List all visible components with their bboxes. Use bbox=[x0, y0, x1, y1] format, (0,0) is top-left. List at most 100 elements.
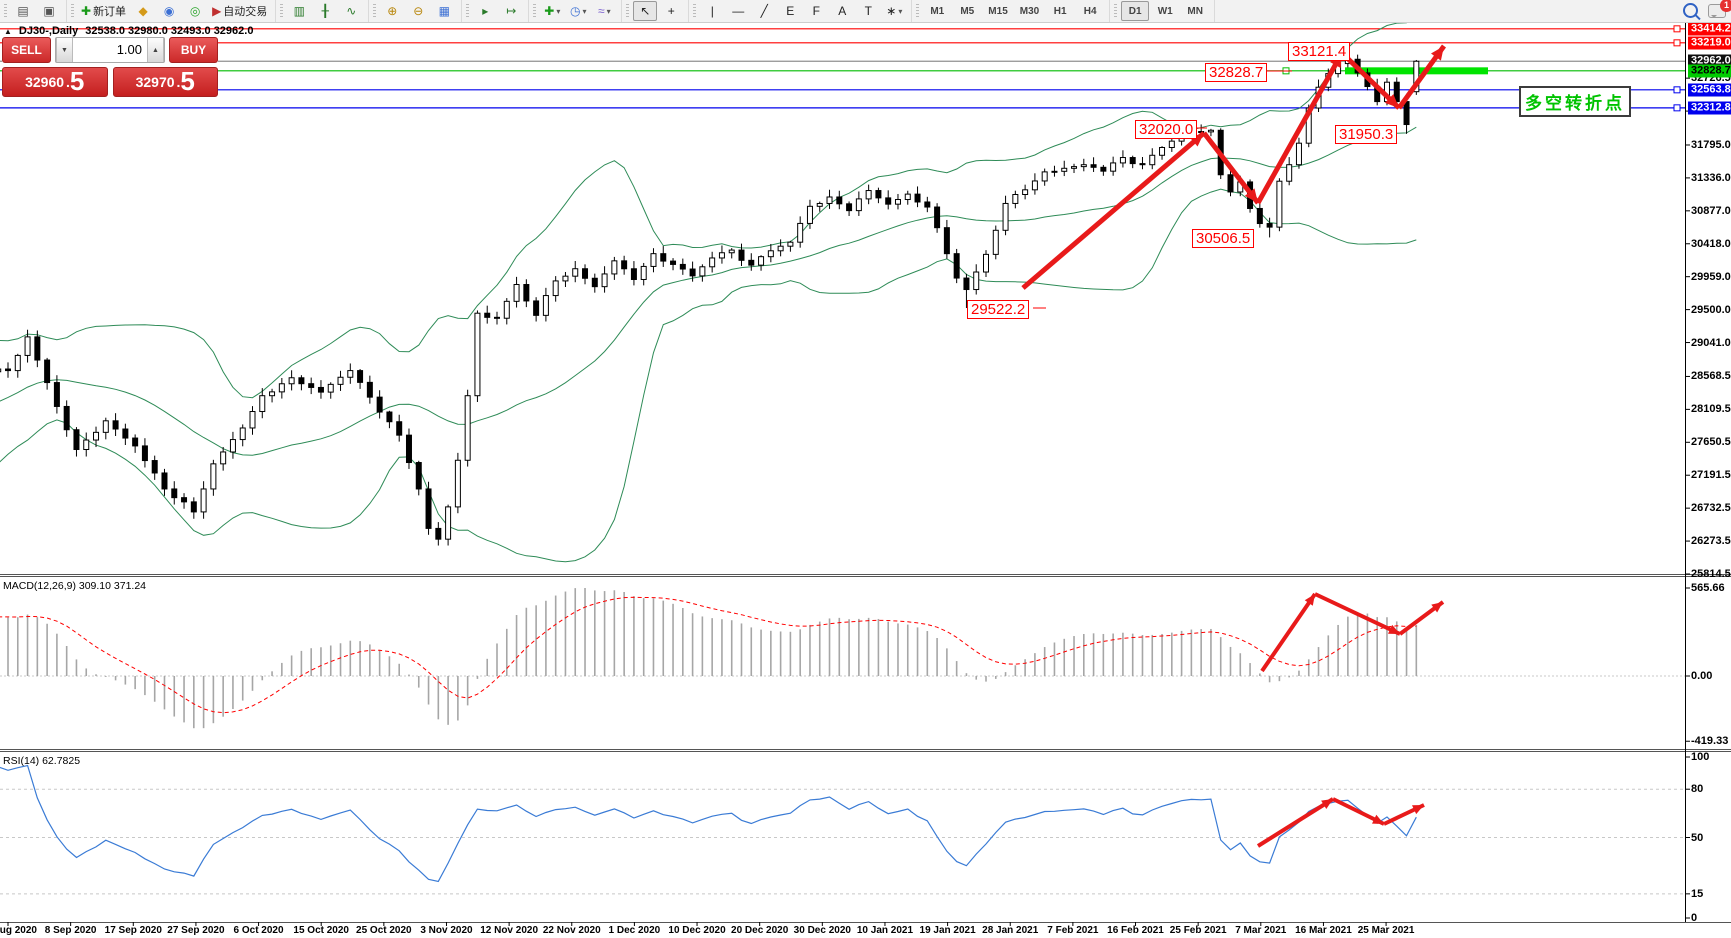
equidistant-channel-button[interactable]: E bbox=[778, 1, 802, 21]
candlestick-chart-button[interactable]: ╂ bbox=[313, 1, 337, 21]
candle-bullish bbox=[572, 268, 579, 277]
macd-trend-arrows[interactable] bbox=[1260, 592, 1445, 673]
rsi-trend-arrows[interactable] bbox=[1256, 797, 1425, 848]
horizontal-line-button[interactable]: — bbox=[726, 1, 750, 21]
candle-bullish bbox=[542, 295, 549, 316]
one-click-trading-toggle[interactable]: ▲ bbox=[4, 26, 12, 36]
periods-button[interactable]: ◷ ▾ bbox=[566, 1, 590, 21]
trade-panel-controls: SELL ▼ 1.00 ▲ BUY bbox=[2, 37, 218, 63]
line-drag-handle[interactable] bbox=[1673, 104, 1681, 112]
crosshair-button[interactable]: + bbox=[659, 1, 683, 21]
candle-bearish bbox=[317, 386, 324, 393]
line-drag-handle[interactable] bbox=[1673, 25, 1681, 33]
line-drag-handle[interactable] bbox=[1673, 39, 1681, 47]
date-axis-label: 8 Sep 2020 bbox=[44, 925, 97, 936]
zoom-in-button[interactable]: ⊕ bbox=[380, 1, 404, 21]
signals-button[interactable]: ◎ bbox=[183, 1, 207, 21]
price-axis-badge: 32828.7 bbox=[1688, 64, 1731, 78]
candle-bullish bbox=[865, 190, 872, 200]
candle-bearish bbox=[132, 437, 139, 447]
bar-chart-button[interactable]: ▥ bbox=[287, 1, 311, 21]
text-button[interactable]: A bbox=[830, 1, 854, 21]
candle-bullish bbox=[904, 193, 911, 201]
candle-bullish bbox=[1168, 140, 1175, 148]
candle-bullish bbox=[200, 488, 207, 513]
price-annotation[interactable]: 32828.7 bbox=[1205, 63, 1268, 82]
chart-shift-button[interactable]: ↦ bbox=[499, 1, 523, 21]
trend-turning-point-note[interactable]: 多空转折点 bbox=[1519, 86, 1631, 117]
toolbar-group-timeframes-slow: D1 W1 MN bbox=[1110, 0, 1216, 22]
new-chart-button[interactable]: ▤ bbox=[11, 1, 35, 21]
candle-bearish bbox=[1090, 164, 1097, 168]
price-axis-tick: 26273.5 bbox=[1691, 535, 1731, 548]
indicators-button[interactable]: ✚ ▾ bbox=[540, 1, 564, 21]
timeframe-w1[interactable]: W1 bbox=[1157, 5, 1173, 17]
price-axis-tick: 29500.0 bbox=[1691, 303, 1731, 316]
candle-bullish bbox=[816, 202, 823, 207]
buy-price-tile[interactable]: 32970 . 5 bbox=[112, 67, 218, 97]
zoom-out-button[interactable]: ⊖ bbox=[406, 1, 430, 21]
volume-decrease-button[interactable]: ▼ bbox=[56, 38, 73, 62]
trendline-icon: ╱ bbox=[760, 4, 768, 18]
candles-layer bbox=[0, 49, 1420, 546]
price-annotation[interactable]: 31950.3 bbox=[1335, 125, 1398, 144]
vertical-line-button[interactable]: | bbox=[700, 1, 724, 21]
arrows-button[interactable]: ∗ ▾ bbox=[882, 1, 906, 21]
tile-windows-button[interactable]: ▦ bbox=[432, 1, 456, 21]
templates-button[interactable]: ≈ ▾ bbox=[592, 1, 616, 21]
trendline-button[interactable]: ╱ bbox=[752, 1, 776, 21]
volume-input[interactable]: 1.00 bbox=[116, 42, 142, 57]
candle-bullish bbox=[102, 420, 109, 433]
volume-increase-button[interactable]: ▲ bbox=[147, 38, 164, 62]
notifications-icon[interactable]: 1 bbox=[1708, 0, 1731, 18]
new-order-button[interactable]: ✚ 新订单 bbox=[78, 1, 129, 21]
price-axis-tick: 30877.0 bbox=[1691, 204, 1731, 217]
candle-bearish bbox=[366, 381, 373, 398]
text-label-button[interactable]: T bbox=[856, 1, 880, 21]
periods-icon: ◷ bbox=[570, 4, 581, 18]
timeframe-m15[interactable]: M15 bbox=[988, 5, 1008, 17]
buy-button[interactable]: BUY bbox=[169, 37, 218, 63]
timeframe-d1[interactable]: D1 bbox=[1121, 1, 1150, 21]
candle-bullish bbox=[24, 336, 31, 356]
candle-bearish bbox=[914, 193, 921, 203]
trade-panel-prices: 32960 . 5 32970 . 5 bbox=[2, 67, 218, 97]
community-button[interactable]: ◉ bbox=[157, 1, 181, 21]
price-annotation[interactable]: 33121.4 bbox=[1288, 42, 1351, 61]
candle-bullish bbox=[1295, 142, 1302, 166]
fibonacci-button[interactable]: F bbox=[804, 1, 828, 21]
toolbar-group-chart-types: ▥ ╂ ∿ bbox=[276, 0, 370, 22]
candle-bullish bbox=[454, 459, 461, 508]
profiles-button[interactable]: ▣ bbox=[37, 1, 61, 21]
timeframe-m5[interactable]: M5 bbox=[960, 5, 975, 17]
candle-bullish bbox=[0, 368, 2, 373]
candle-bearish bbox=[934, 206, 941, 229]
line-chart-button[interactable]: ∿ bbox=[339, 1, 363, 21]
candle-bearish bbox=[190, 501, 197, 513]
candle-bullish bbox=[445, 506, 452, 540]
candle-bullish bbox=[1119, 157, 1126, 164]
timeframe-m1[interactable]: M1 bbox=[930, 5, 945, 17]
timeframe-m30[interactable]: M30 bbox=[1019, 5, 1040, 17]
price-annotation[interactable]: 30506.5 bbox=[1192, 229, 1255, 248]
line-drag-handle[interactable] bbox=[1673, 86, 1681, 94]
timeframe-mn[interactable]: MN bbox=[1187, 5, 1203, 17]
candle-bullish bbox=[1031, 180, 1038, 191]
search-icon[interactable] bbox=[1683, 3, 1698, 18]
metaeditor-button[interactable]: ◆ bbox=[131, 1, 155, 21]
toolbar-group-timeframes-fast: M1 M5 M15 M30 H1 H4 bbox=[912, 0, 1111, 22]
candle-bearish bbox=[53, 382, 60, 407]
sell-price-frac: 5 bbox=[69, 66, 85, 96]
autotrading-button[interactable]: ▶ 自动交易 bbox=[209, 1, 270, 21]
cursor-button[interactable]: ↖ bbox=[633, 1, 658, 21]
timeframe-h1[interactable]: H1 bbox=[1053, 5, 1067, 17]
candle-bullish bbox=[983, 253, 989, 273]
candle-bullish bbox=[718, 252, 725, 259]
price-annotation[interactable]: 32020.0 bbox=[1135, 120, 1198, 139]
sell-price-tile[interactable]: 32960 . 5 bbox=[2, 67, 108, 97]
sell-button[interactable]: SELL bbox=[2, 37, 51, 63]
auto-scroll-button[interactable]: ▸ bbox=[473, 1, 497, 21]
price-annotation[interactable]: 29522.2 bbox=[967, 300, 1030, 319]
timeframe-h4[interactable]: H4 bbox=[1083, 5, 1097, 17]
